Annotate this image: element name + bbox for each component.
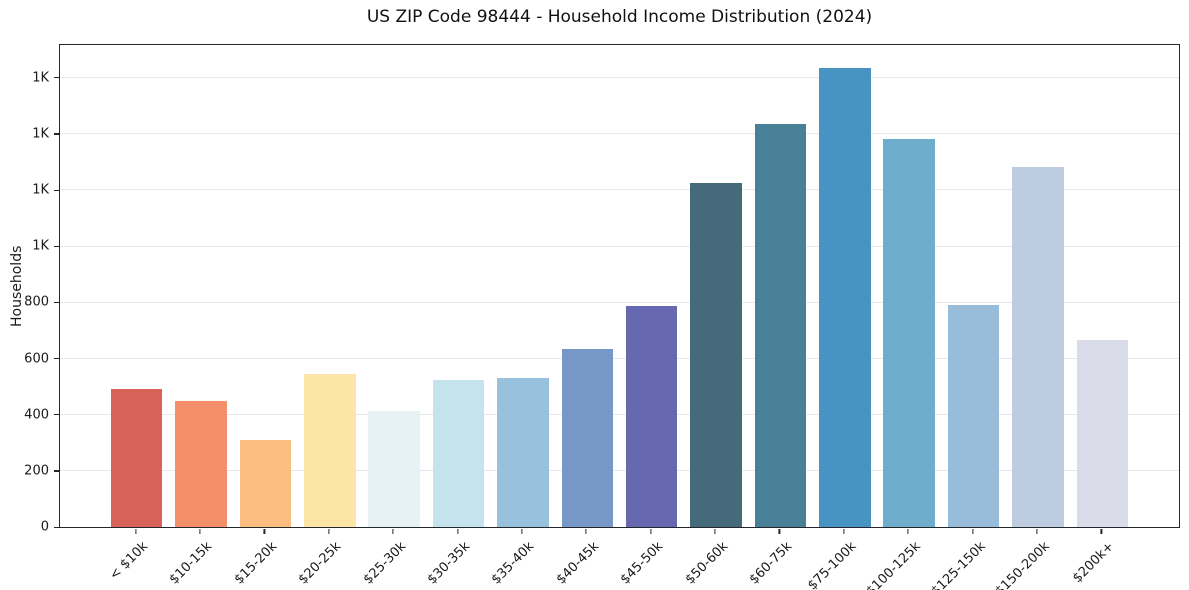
x-tick-label: $125-150k — [928, 539, 989, 590]
bar — [239, 440, 292, 527]
x-tick-mark — [972, 529, 974, 534]
x-tick-mark — [456, 529, 459, 534]
x-tick-mark — [778, 529, 781, 534]
x-tick-label: $60-75k — [746, 539, 796, 588]
gridline — [60, 245, 1179, 247]
bar — [947, 305, 1000, 527]
y-tick-label: 0 — [40, 519, 49, 535]
y-tick-mark — [54, 358, 59, 360]
bars-layer — [60, 45, 1179, 527]
gridline — [60, 301, 1179, 303]
y-axis: 0 200 400 600 800 1K 1K 1K 1K — [0, 44, 59, 535]
gridline — [60, 414, 1179, 416]
chart-title: US ZIP Code 98444 - Household Income Dis… — [366, 7, 873, 27]
x-tick-mark — [650, 529, 652, 534]
bar — [883, 139, 935, 527]
y-tick-mark — [54, 133, 59, 135]
x-tick-mark — [1036, 529, 1038, 534]
y-tick-label: 400 — [24, 407, 49, 423]
y-tick-label: 1K — [32, 70, 49, 86]
x-tick-mark — [263, 529, 265, 534]
x-tick-mark — [843, 529, 845, 534]
bar — [819, 68, 871, 527]
x-tick-mark — [714, 529, 716, 534]
y-tick-label: 800 — [24, 294, 49, 310]
bar — [497, 378, 549, 527]
x-tick-mark — [392, 529, 394, 534]
x-tick-label: $20-25k — [295, 539, 345, 588]
x-tick-label: $200k+ — [1069, 539, 1117, 587]
bar — [561, 348, 614, 527]
bar — [368, 411, 420, 527]
x-tick-mark — [1100, 529, 1102, 534]
y-tick-mark — [54, 470, 59, 472]
x-tick-label: $45-50k — [617, 539, 667, 588]
y-tick-mark — [54, 189, 59, 191]
x-tick-label: $75-100k — [805, 539, 860, 590]
gridline — [60, 357, 1179, 359]
y-tick-label: 600 — [24, 351, 49, 367]
x-tick-mark — [328, 529, 330, 534]
bar — [690, 183, 742, 527]
bar — [754, 124, 807, 527]
x-tick-mark — [199, 529, 201, 534]
gridline — [60, 189, 1179, 191]
y-tick-mark — [54, 526, 59, 528]
x-tick-mark — [585, 529, 587, 534]
bar — [304, 373, 356, 527]
y-tick-mark — [54, 301, 59, 304]
x-tick-label: $10-15k — [167, 539, 216, 588]
bar — [110, 389, 163, 527]
x-tick-mark — [521, 529, 523, 534]
y-tick-label: 200 — [24, 463, 49, 479]
bar — [625, 306, 678, 527]
plot-area — [59, 44, 1180, 528]
x-tick-label: $40-45k — [553, 539, 602, 588]
gridline — [60, 77, 1179, 79]
x-tick-label: $35-40k — [489, 539, 538, 588]
y-tick-mark — [54, 414, 59, 416]
y-tick-mark — [54, 245, 59, 247]
bar — [432, 380, 485, 527]
x-tick-label: $15-20k — [231, 539, 280, 588]
x-axis: < $10k $10-15k $15-20k $20-25k $25-30k $30-35… — [59, 529, 1180, 590]
x-tick-mark — [135, 529, 137, 534]
x-tick-label: $25-30k — [360, 539, 409, 588]
y-tick-label: 1K — [32, 182, 49, 198]
bar — [1012, 167, 1064, 527]
bar — [1076, 339, 1129, 527]
y-tick-label: 1K — [32, 126, 49, 142]
x-tick-label: $100-125k — [863, 539, 924, 590]
y-tick-label: 1K — [32, 238, 49, 254]
x-tick-label: $50-60k — [682, 539, 731, 588]
x-tick-label: $150-200k — [992, 539, 1053, 590]
bar — [175, 401, 227, 527]
gridline — [60, 133, 1179, 135]
x-tick-label: < $10k — [107, 539, 152, 584]
gridlines-layer — [60, 45, 1179, 527]
x-tick-mark — [907, 529, 909, 534]
x-tick-label: $30-35k — [424, 539, 474, 588]
y-tick-mark — [54, 77, 59, 79]
gridline — [60, 470, 1179, 472]
